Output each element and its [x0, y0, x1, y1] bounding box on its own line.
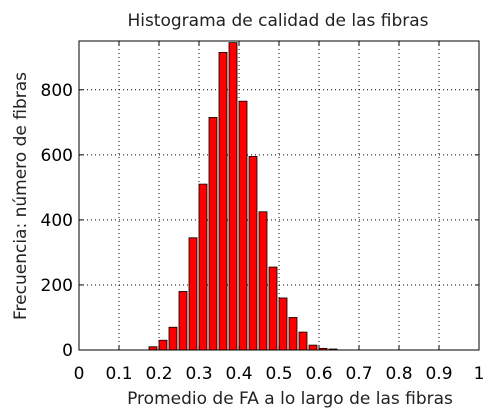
x-axis-ticks: 0 0.1 0.2 0.3 0.4 0.5 0.6 0.7 0.8 0.9 1	[74, 41, 485, 384]
bar	[238, 100, 248, 351]
bars	[148, 42, 338, 351]
y-tick-label: 600	[41, 146, 73, 166]
x-tick-label: 1	[474, 364, 485, 384]
bar	[178, 291, 188, 351]
x-axis-label: Promedio de FA a lo largo de las fibras	[127, 389, 453, 409]
bar	[278, 297, 288, 351]
bar	[308, 344, 318, 351]
bar	[248, 156, 258, 351]
bar	[288, 317, 298, 351]
chart-title: Histograma de calidad de las fibras	[127, 11, 428, 31]
y-tick-label: 0	[62, 341, 73, 361]
x-tick-label: 0.8	[385, 364, 412, 384]
x-tick-label: 0.5	[265, 364, 292, 384]
bar	[268, 266, 278, 351]
y-axis-label: Frecuencia: número de fibras	[11, 72, 31, 320]
y-tick-label: 200	[41, 276, 73, 296]
x-tick-label: 0.1	[105, 364, 132, 384]
x-tick-label: 0.4	[225, 364, 252, 384]
x-tick-label: 0	[74, 364, 85, 384]
x-tick-label: 0.2	[145, 364, 172, 384]
bar	[218, 51, 228, 351]
x-tick-label: 0.3	[185, 364, 212, 384]
x-tick-label: 0.6	[305, 364, 332, 384]
bar	[158, 339, 168, 351]
bar	[228, 42, 238, 351]
x-tick-label: 0.9	[425, 364, 452, 384]
bar	[208, 117, 218, 351]
grid-lines	[79, 41, 479, 350]
bar	[298, 331, 308, 351]
x-tick-label: 0.7	[345, 364, 372, 384]
y-tick-label: 400	[41, 211, 73, 231]
bar	[188, 237, 198, 351]
y-tick-label: 800	[41, 81, 73, 101]
bar	[258, 211, 268, 351]
bar	[198, 183, 208, 351]
y-axis-ticks: 0 200 400 600 800	[41, 81, 479, 361]
bar	[168, 326, 178, 351]
